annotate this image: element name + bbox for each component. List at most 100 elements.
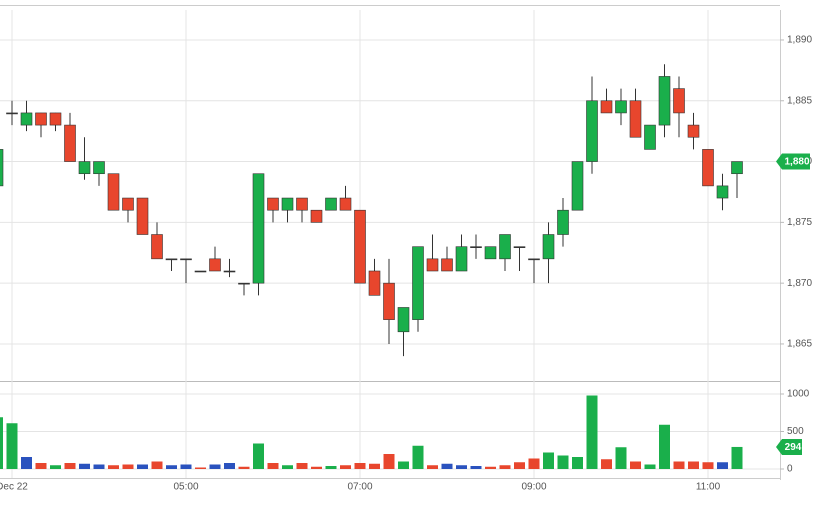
x-tick-label: 07:00: [347, 482, 372, 493]
last-value-tag: [776, 153, 810, 170]
last-value-label: 294: [785, 442, 802, 453]
volume-bar: [717, 462, 728, 469]
candle-body: [528, 258, 540, 261]
volume-bar: [470, 466, 482, 469]
volume-bar: [6, 423, 18, 469]
x-tick-label: Dec 22: [0, 482, 28, 493]
candle-body: [20, 112, 33, 126]
candle-body: [513, 246, 526, 248]
candle-body: [151, 234, 163, 260]
volume-bar: [673, 461, 685, 469]
candle-body: [238, 282, 250, 285]
volume-bar: [369, 463, 380, 469]
volume-bar: [325, 466, 337, 469]
candle-body: [383, 282, 395, 320]
volume-bar: [601, 459, 612, 469]
volume-bar: [253, 443, 264, 469]
candle-body: [412, 246, 424, 320]
volume-bar: [0, 417, 3, 469]
volume-bar: [630, 461, 641, 469]
volume-bar: [35, 463, 47, 469]
candle-body: [658, 76, 671, 126]
candle-body: [586, 100, 598, 162]
candle-body: [455, 246, 468, 272]
volume-bar: [383, 454, 395, 469]
volume-bar: [543, 452, 554, 469]
volume-bar: [586, 395, 598, 469]
volume-bar: [50, 465, 61, 469]
volume-bar: [557, 455, 569, 469]
candle-body: [180, 258, 192, 261]
candle-body: [49, 112, 62, 126]
volume-bar: [340, 465, 351, 469]
candle-body: [615, 100, 627, 114]
volume-bar: [93, 464, 105, 469]
y-tick-label: 1,890: [787, 35, 812, 46]
volume-bar: [702, 462, 714, 469]
candle-body: [107, 173, 120, 211]
candle-body: [209, 258, 221, 272]
y-tick-label: 500: [787, 426, 804, 437]
candle-body: [78, 161, 91, 175]
x-tick-label: 09:00: [521, 482, 546, 493]
volume-bar: [180, 464, 192, 469]
volume-bar: [137, 464, 148, 469]
candle-body: [325, 197, 337, 211]
candle-body: [644, 124, 656, 150]
candle-body: [194, 270, 207, 273]
candle-body: [673, 88, 685, 114]
volume-bar: [456, 465, 467, 469]
y-tick-label: 1,870: [787, 278, 812, 289]
y-tick-label: 1,865: [787, 339, 812, 350]
volume-bar: [412, 445, 424, 469]
volume-bar: [122, 464, 134, 469]
volume-bar: [644, 464, 656, 469]
volume-bar: [398, 461, 409, 469]
candle-body: [223, 270, 236, 273]
volume-bar: [572, 457, 583, 469]
volume-bar: [485, 466, 496, 469]
candle-body: [122, 197, 134, 211]
candle-body: [368, 270, 381, 296]
candle-body: [267, 197, 279, 211]
volume-bar: [64, 463, 76, 469]
candle-body: [252, 173, 265, 284]
candle-body: [136, 197, 149, 235]
candle-body: [93, 161, 105, 175]
candle-body: [716, 185, 729, 199]
volume-bar: [166, 465, 177, 469]
candle-body: [499, 234, 511, 260]
candle-body: [64, 124, 76, 162]
volume-bar: [108, 465, 119, 469]
candle-body: [296, 197, 308, 211]
volume-bar: [296, 463, 308, 469]
candle-body: [426, 258, 439, 272]
candle-body: [354, 209, 366, 284]
x-tick-label: 05:00: [173, 482, 198, 493]
volume-bar: [354, 463, 366, 469]
volume-bar: [528, 458, 540, 469]
volume-bar: [441, 463, 453, 469]
last-value-label: 1,880: [784, 157, 809, 168]
volume-bar: [151, 461, 163, 469]
candle-body: [441, 258, 453, 272]
volume-bar: [659, 424, 670, 469]
volume-bar: [731, 446, 743, 469]
volume-bar: [615, 447, 627, 469]
candle-body: [0, 149, 4, 187]
volume-bar: [79, 463, 90, 469]
y-tick-label: 1,885: [787, 95, 812, 106]
candle-body: [687, 124, 700, 138]
candle-body: [600, 100, 613, 114]
last-value-tag: [776, 438, 802, 455]
volume-bar: [514, 462, 525, 469]
volume-bar: [311, 466, 322, 469]
volume-bar: [427, 465, 438, 469]
candle-body: [35, 112, 47, 126]
volume-bar: [195, 467, 206, 469]
candle-body: [629, 100, 642, 138]
volume-bar: [209, 464, 221, 469]
candle-body: [542, 234, 555, 260]
candle-body: [339, 197, 352, 211]
